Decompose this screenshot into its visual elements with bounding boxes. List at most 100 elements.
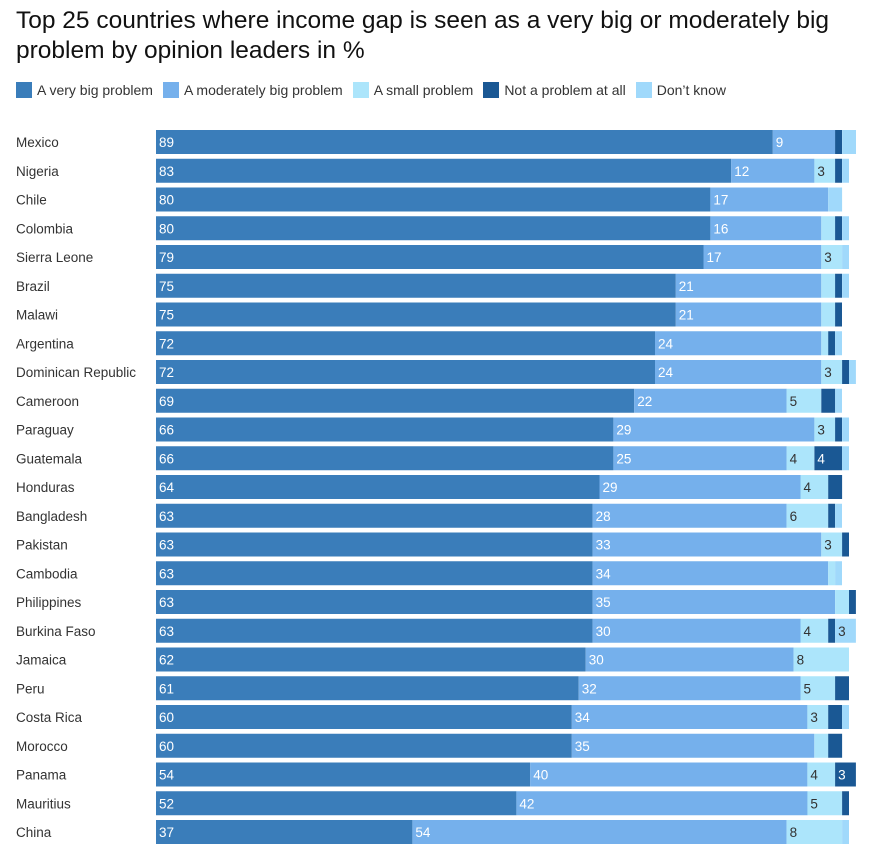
data-label: 54	[159, 768, 175, 783]
data-label: 8	[790, 825, 798, 840]
bar-segment	[842, 532, 849, 557]
legend-swatch	[352, 82, 369, 98]
bar-segment	[412, 820, 787, 844]
bar-row: Peru 61 32 5	[16, 676, 849, 701]
category-label: Mauritius	[16, 796, 71, 811]
category-label: Cambodia	[16, 566, 78, 581]
bar-segment	[835, 273, 842, 298]
bar-segment	[814, 733, 829, 758]
bar-segment	[156, 733, 572, 758]
bar-row: Chile 80 17	[16, 187, 843, 212]
bar-row: Brazil 75 21	[16, 273, 849, 298]
category-label: Pakistan	[16, 538, 68, 553]
category-label: Nigeria	[16, 164, 59, 179]
category-label: Costa Rica	[16, 710, 83, 725]
data-label: 5	[810, 796, 818, 811]
bar-row: China 37 54 8	[16, 820, 849, 844]
bar-segment	[835, 561, 842, 586]
bar-segment	[835, 158, 842, 183]
legend-item: A small problem	[352, 82, 473, 98]
legend: A very big problem A moderately big probl…	[16, 82, 736, 98]
category-label: Jamaica	[16, 653, 67, 668]
bar-row: Mexico 89 9	[16, 130, 856, 154]
legend-swatch	[635, 82, 652, 98]
bar-segment	[800, 475, 829, 499]
bar-segment	[828, 618, 836, 643]
bar-segment	[156, 360, 655, 384]
data-label: 54	[415, 825, 431, 840]
data-label: 69	[159, 394, 174, 409]
data-label: 33	[596, 538, 611, 553]
bar-segment	[842, 791, 849, 816]
bar-segment	[842, 446, 849, 471]
data-label: 32	[582, 681, 597, 696]
bar-segment	[821, 388, 836, 413]
bar-segment	[772, 130, 836, 154]
data-label: 75	[159, 279, 174, 294]
bar-segment	[814, 446, 843, 471]
bar-segment	[793, 647, 849, 672]
bar-segment	[842, 245, 849, 269]
bar-segment	[156, 302, 676, 327]
bar-segment	[835, 417, 842, 442]
bar-segment	[828, 705, 843, 729]
bar-segment	[710, 216, 822, 241]
bar-segment	[703, 245, 822, 269]
bar-segment	[156, 532, 593, 557]
bar-segment	[828, 187, 843, 212]
category-label: Dominican Republic	[16, 365, 136, 380]
bar-segment	[156, 187, 711, 212]
bar-row: Costa Rica 60 34 3	[16, 705, 849, 729]
data-label: 66	[159, 451, 174, 466]
data-label: 3	[824, 365, 832, 380]
data-label: 5	[804, 681, 812, 696]
bar-segment	[786, 446, 815, 471]
category-label: Peru	[16, 681, 45, 696]
bar-segment	[156, 791, 517, 816]
bar-segment	[156, 273, 676, 298]
category-label: Philippines	[16, 595, 82, 610]
data-label: 40	[533, 768, 548, 783]
bar-row: Dominican Republic 72 24 3	[16, 360, 856, 384]
bar-segment	[835, 130, 842, 154]
bar-segment	[814, 417, 836, 442]
bar-segment	[835, 302, 842, 327]
data-label: 4	[817, 451, 825, 466]
data-label: 29	[603, 480, 618, 495]
data-label: 60	[159, 710, 174, 725]
data-label: 30	[596, 624, 611, 639]
bar-segment	[835, 331, 842, 356]
data-label: 72	[159, 365, 174, 380]
bar-segment	[828, 331, 836, 356]
data-label: 21	[679, 279, 694, 294]
data-label: 34	[596, 566, 612, 581]
data-label: 4	[810, 768, 818, 783]
data-label: 6	[790, 509, 798, 524]
category-label: Malawi	[16, 308, 58, 323]
bar-segment	[156, 820, 413, 844]
data-label: 4	[804, 624, 812, 639]
data-label: 63	[159, 538, 174, 553]
data-label: 35	[596, 595, 611, 610]
bar-segment	[592, 618, 801, 643]
bar-row: Paraguay 66 29 3	[16, 417, 849, 442]
bar-segment	[842, 158, 849, 183]
data-label: 80	[159, 193, 174, 208]
category-label: Chile	[16, 193, 47, 208]
bar-row: Burkina Faso 63 30 4 3	[16, 618, 856, 643]
data-label: 83	[159, 164, 174, 179]
bar-segment	[571, 733, 815, 758]
legend-item: Not a problem at all	[483, 82, 626, 98]
bar-segment	[156, 158, 732, 183]
bar-segment	[807, 791, 842, 816]
bar-segment	[592, 532, 822, 557]
bar-segment	[814, 158, 836, 183]
data-label: 72	[159, 336, 174, 351]
bar-segment	[835, 216, 842, 241]
bar-segment	[156, 245, 704, 269]
bar-segment	[828, 733, 843, 758]
bar-segment	[655, 331, 822, 356]
data-label: 22	[637, 394, 652, 409]
bar-segment	[592, 561, 829, 586]
data-label: 30	[589, 653, 604, 668]
